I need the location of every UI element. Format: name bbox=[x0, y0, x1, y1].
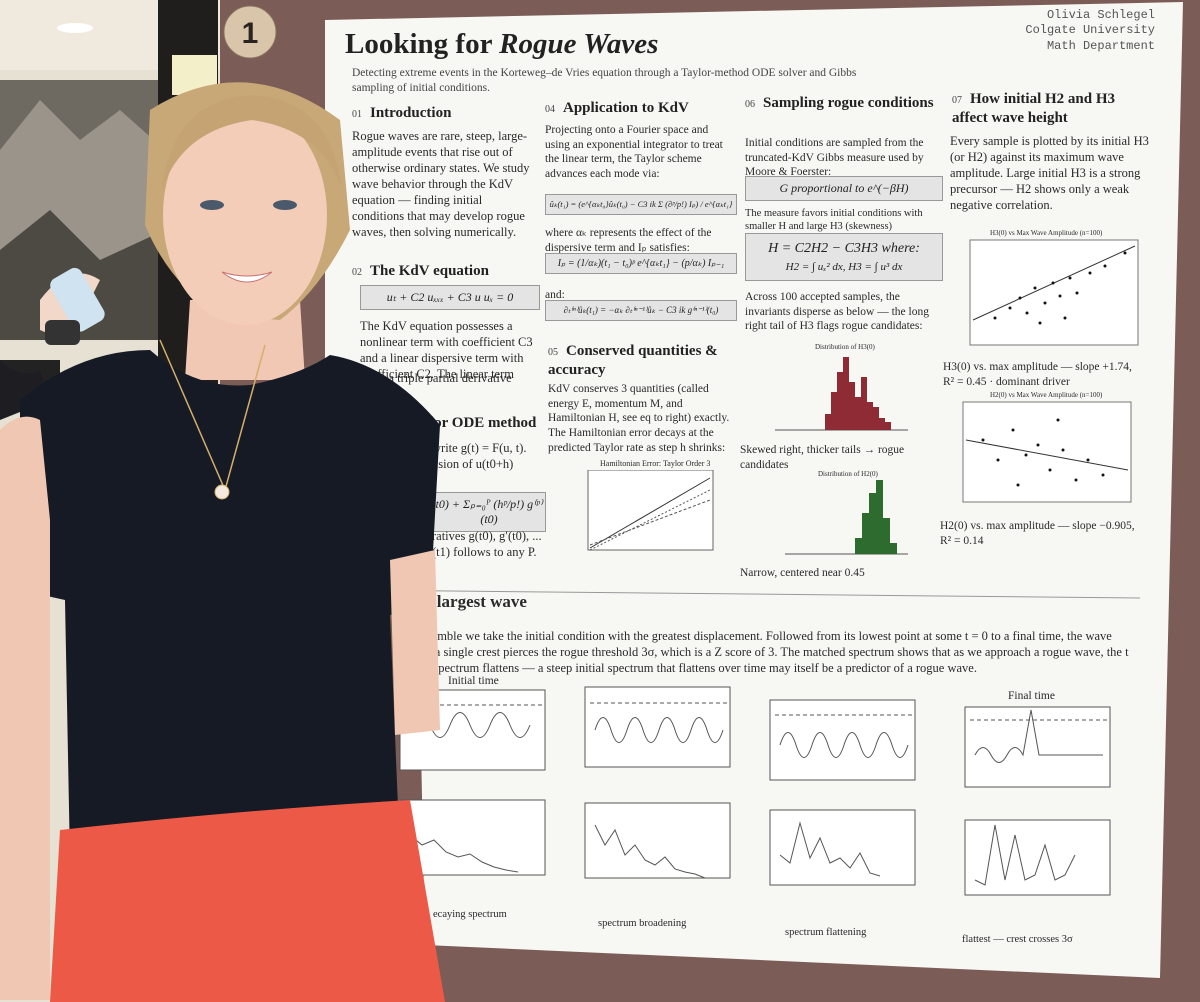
plot bbox=[962, 401, 1132, 503]
subtitle: Detecting extreme events in the Korteweg… bbox=[352, 67, 857, 94]
plot-title: Distribution of H3(0) bbox=[815, 343, 875, 351]
caption: spectrum broadening bbox=[598, 918, 687, 929]
section-number: 04 bbox=[545, 104, 555, 115]
title-italic: Rogue Waves bbox=[499, 28, 659, 60]
paragraph: ensemble we take the initial condition w… bbox=[415, 629, 1129, 675]
heading-text: Conserved quantities & accuracy bbox=[548, 343, 718, 379]
caption: ecaying spectrum bbox=[433, 909, 507, 920]
plot-title: Hamiltonian Error: Taylor Order 3 bbox=[600, 459, 711, 468]
paragraph: Initial conditions are sampled from the … bbox=[745, 137, 924, 179]
section-heading: 02 The KdV equation bbox=[352, 262, 489, 281]
section-heading: lor ODE method bbox=[430, 415, 537, 431]
text-line: write g(t) = F(u, t). bbox=[432, 441, 527, 455]
section-number: 06 bbox=[745, 99, 755, 110]
equation: uₜ + C2 uₓₓₓ + C3 u uₓ = 0 bbox=[360, 285, 540, 310]
author-line: Math Department bbox=[1046, 38, 1155, 53]
heading-text: Introduction bbox=[370, 105, 452, 121]
paragraph: The KdV equation possesses a nonlinear t… bbox=[360, 319, 533, 381]
section-number: 02 bbox=[352, 267, 362, 278]
heading-text: How initial H2 and H3 affect wave height bbox=[952, 91, 1116, 127]
section-heading: 04 Application to KdV bbox=[545, 99, 689, 118]
equation: t0) + Σₚ₌₀ᴾ (hᵖ/p!) g⁽ᵖ⁾(t0) bbox=[432, 492, 546, 532]
section-number: 01 bbox=[352, 109, 362, 120]
panel-label: Initial time bbox=[448, 675, 499, 687]
plot bbox=[969, 239, 1139, 346]
equation: Iₚ = (1/αₖ)(t₁ − t₀)ᵖ e^{αₖt₁} − (p/αₖ) … bbox=[545, 253, 737, 274]
paragraph: Every sample is plotted by its initial H… bbox=[950, 134, 1149, 212]
badge-number: 1 bbox=[242, 17, 259, 50]
text-line: ratives g(t0), g′(t0), ... bbox=[432, 529, 542, 543]
author-line: Colgate University bbox=[1025, 23, 1155, 38]
plot-title: H3(0) vs Max Wave Amplitude (n=100) bbox=[990, 229, 1103, 237]
plot bbox=[587, 470, 714, 551]
plot-title: Distribution of H2(0) bbox=[818, 470, 878, 478]
heading-text: Sampling rogue conditions bbox=[763, 95, 934, 111]
section-heading: 01 Introduction bbox=[352, 104, 451, 123]
text-line: nsion of u(t0+h) bbox=[432, 457, 514, 471]
heading-text: Application to KdV bbox=[563, 100, 689, 116]
equation-line: H2 = ∫ uₓ² dx, H3 = ∫ u³ dx bbox=[785, 261, 903, 273]
author: Olivia Schlegel Colgate University Math De… bbox=[1010, 8, 1155, 54]
caption: Narrow, centered near 0.45 bbox=[740, 567, 865, 579]
equation: ∂ₜ⁽ⁿ⁾ûₖ(t₁) = −αₖ ∂ₜ⁽ⁿ⁻¹⁾ûₖ − C3 ik g⁽ⁿ⁻… bbox=[545, 300, 737, 321]
poster-title: Looking for Rogue Waves bbox=[345, 26, 658, 63]
paragraph: Projecting onto a Fourier space and usin… bbox=[545, 124, 723, 181]
paragraph: Rogue waves are rare, steep, large-ampli… bbox=[352, 129, 530, 239]
section-heading: 07 How initial H2 and H3 affect wave heig… bbox=[952, 90, 1152, 128]
equation: G proportional to e^(−βH) bbox=[745, 176, 943, 201]
text-line: and: bbox=[545, 289, 565, 301]
paragraph: The measure favors initial conditions wi… bbox=[745, 208, 923, 233]
section-heading: e largest wave bbox=[425, 592, 527, 611]
text-line: (t1) follows to any P. bbox=[432, 545, 537, 559]
paragraph: where αₖ represents the effect of the di… bbox=[545, 227, 712, 254]
paragraph: Across 100 accepted samples, the invaria… bbox=[745, 291, 929, 333]
person bbox=[0, 82, 445, 1002]
section-number: 05 bbox=[548, 347, 558, 358]
plot bbox=[775, 357, 908, 431]
equation: H = C2H2 − C3H3 where: H2 = ∫ uₓ² dx, H3 … bbox=[745, 233, 943, 281]
caption: H2(0) vs. max amplitude — slope −0.905, … bbox=[940, 520, 1135, 547]
caption: H3(0) vs. max amplitude — slope +1.74, R… bbox=[943, 361, 1132, 388]
paragraph: KdV conserves 3 quantities (called energ… bbox=[548, 383, 730, 454]
plot-title: H2(0) vs Max Wave Amplitude (n=100) bbox=[990, 391, 1103, 399]
plot bbox=[785, 480, 908, 555]
section-heading: 06 Sampling rogue conditions bbox=[745, 94, 935, 113]
title-text: Looking for bbox=[345, 28, 500, 60]
author-line: Olivia Schlegel bbox=[1046, 8, 1155, 22]
panel-plots bbox=[399, 686, 1111, 896]
section-heading: 05 Conserved quantities & accuracy bbox=[548, 342, 733, 380]
equation: ûₖ(t₁) = (e^{αₖt₀}ûₖ(t₀) − C3 ik Σ (∂ᵖ/p… bbox=[545, 194, 737, 215]
caption: flattest — crest crosses 3σ bbox=[962, 934, 1073, 945]
caption: spectrum flattening bbox=[785, 927, 867, 938]
caption: Skewed right, thicker tails → rogue cand… bbox=[740, 444, 905, 471]
panel-label: Final time bbox=[1008, 690, 1055, 702]
section-number: 07 bbox=[952, 95, 962, 106]
heading-text: The KdV equation bbox=[370, 263, 489, 279]
equation-line: H = C2H2 − C3H3 where: bbox=[768, 241, 920, 256]
